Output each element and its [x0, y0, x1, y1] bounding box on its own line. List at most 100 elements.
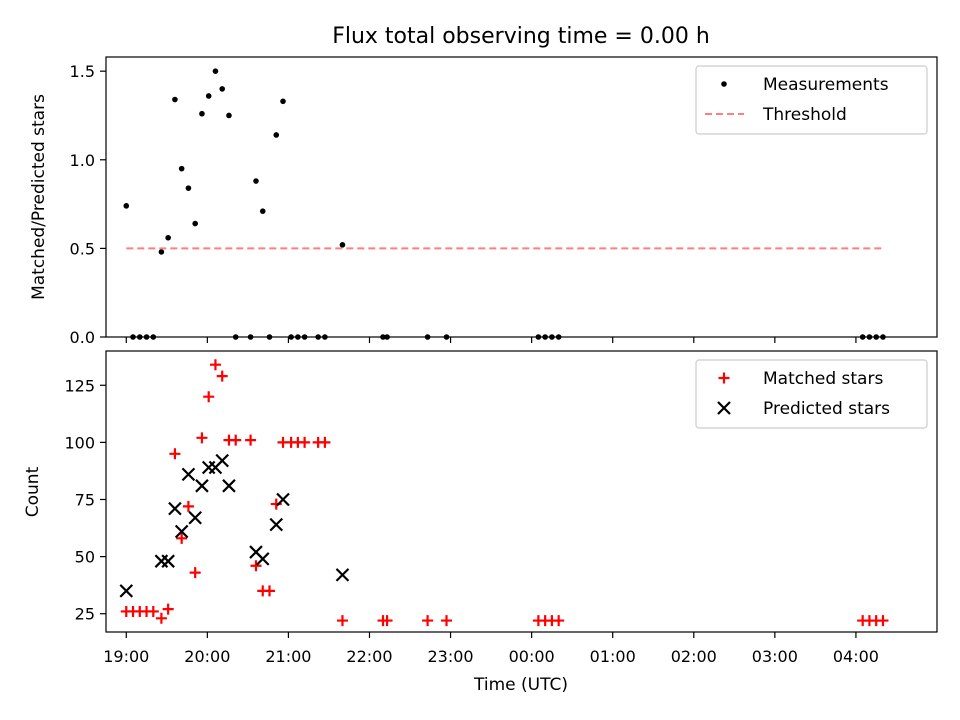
predicted-star-point [335, 568, 350, 582]
matched-star-point [203, 391, 215, 403]
x-tick-label: 23:00 [428, 647, 474, 666]
legend-label: Threshold [762, 105, 847, 125]
predicted-star-point [222, 479, 236, 493]
bottom-y-axis: 25 50 75 100 125 [64, 376, 106, 624]
predicted-star-point [119, 584, 134, 598]
x-axis-label: Time (UTC) [473, 675, 568, 695]
matched-star-point [245, 434, 257, 446]
matched-star-point [319, 436, 331, 448]
x-tick-label: 02:00 [671, 647, 717, 666]
matched-star-point [336, 615, 348, 627]
predicted-star-point [174, 524, 189, 539]
measurement-point [205, 93, 212, 99]
predicted-star-point [154, 554, 169, 568]
x-tick-label: 00:00 [509, 647, 555, 666]
matched-star-point [230, 434, 242, 446]
matched-star-point [877, 615, 889, 627]
measurement-point [212, 68, 219, 74]
matched-star-point [182, 500, 194, 512]
y-tick-label: 75 [75, 490, 95, 509]
y-tick-label: 0.5 [70, 239, 95, 258]
matched-star-point [299, 436, 311, 448]
bottom-legend: Matched stars Predicted stars [695, 359, 928, 429]
y-tick-label: 0.0 [70, 328, 95, 347]
matched-star-point [381, 615, 393, 627]
measurement-point [259, 208, 266, 214]
matched-star-point [162, 603, 174, 615]
y-tick-label: 125 [64, 376, 95, 395]
measurement-point [172, 96, 178, 103]
matched-star-point [263, 585, 275, 597]
matched-star-point [250, 560, 262, 572]
bottom-x-axis: 19:00 20:00 21:00 22:00 23:00 00:00 01:00 02:00… [103, 632, 879, 666]
measurement-point [219, 86, 226, 92]
measurement-point [158, 249, 165, 255]
y-tick-label: 100 [64, 433, 95, 452]
predicted-star-point [161, 554, 175, 568]
legend-label: Predicted stars [763, 399, 890, 419]
matched-star-point [169, 448, 181, 460]
chart-title: Flux total observing time = 0.00 h [332, 24, 710, 49]
bottom-axes-frame [105, 350, 938, 633]
predicted-star-point [181, 467, 196, 482]
bottom-y-axis-label: Count [23, 466, 43, 517]
x-tick-label: 04:00 [833, 647, 879, 666]
x-tick-label: 19:00 [103, 647, 149, 666]
legend-label: Measurements [763, 75, 889, 95]
y-tick-label: 50 [75, 548, 95, 567]
matched-star-point [196, 432, 208, 444]
measurement-point [165, 234, 171, 241]
legend-box [695, 359, 928, 429]
y-tick-label: 1.0 [70, 151, 95, 170]
x-tick-label: 03:00 [752, 647, 798, 666]
bottom-panel: 25 50 75 100 125 19:00 20:00 21:00 22:00 23:00 00… [23, 350, 938, 695]
matched-star-point [189, 567, 201, 579]
matched-star-point [176, 532, 188, 544]
legend-label: Matched stars [763, 369, 883, 389]
measurement-point [123, 203, 130, 209]
legend-marker-swatch [718, 372, 730, 384]
top-axes-frame [105, 56, 938, 338]
measurement-point [339, 242, 346, 248]
top-y-axis-label: Matched/Predicted stars [29, 94, 49, 300]
top-legend: Measurements Threshold [695, 65, 928, 135]
measurement-point [192, 220, 198, 227]
predicted-star-point [168, 501, 182, 516]
x-tick-label: 01:00 [590, 647, 636, 666]
matched-star-point [155, 612, 167, 624]
matched-star-point [553, 615, 565, 627]
legend-marker-swatch [721, 81, 727, 87]
measurement-point [185, 185, 192, 191]
legend-box [695, 65, 928, 135]
predicted-star-point [188, 510, 202, 525]
measurement-point [273, 132, 280, 138]
predicted-star-point [201, 460, 216, 475]
top-y-axis: 0.0 0.5 1.0 1.5 [70, 62, 106, 347]
x-tick-label: 20:00 [184, 647, 230, 666]
matched-star-point [209, 359, 221, 371]
top-x-axis [125, 337, 857, 343]
y-tick-label: 1.5 [70, 62, 95, 81]
legend-marker-swatch [717, 401, 731, 415]
predicted-star-point [255, 552, 270, 566]
matched-star-point [422, 615, 434, 627]
matched-star-point [441, 615, 453, 627]
matched-star-point [147, 605, 159, 617]
measurement-point [226, 112, 232, 119]
measurement-point [280, 98, 286, 105]
predicted-star-point [276, 492, 290, 507]
measurement-point [178, 165, 185, 172]
predicted-star-point [269, 517, 284, 532]
matched-star-point [270, 498, 282, 510]
predicted-star-point [215, 453, 229, 468]
top-panel: 0.0 0.5 1.0 1.5 Matched/Predicted stars Mea… [29, 56, 938, 347]
predicted-star-point [195, 479, 209, 493]
matched-star-point [216, 370, 228, 382]
x-tick-label: 21:00 [265, 647, 311, 666]
y-tick-label: 25 [75, 605, 95, 624]
bottom-plot-area [119, 359, 889, 627]
measurement-point [199, 110, 205, 117]
x-tick-label: 22:00 [346, 647, 392, 666]
measurement-point [253, 178, 259, 184]
